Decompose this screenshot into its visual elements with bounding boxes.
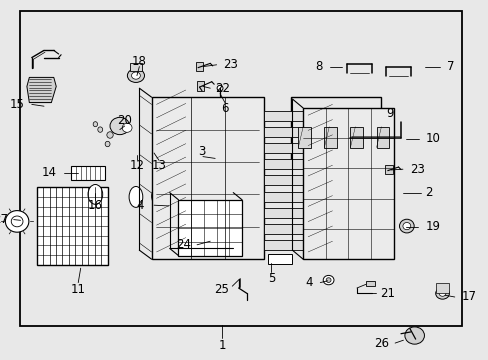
Text: 4: 4 bbox=[137, 199, 144, 212]
Text: 2: 2 bbox=[425, 186, 432, 199]
Text: 25: 25 bbox=[214, 283, 228, 296]
Text: 4: 4 bbox=[305, 276, 312, 289]
Bar bbox=[178, 200, 242, 256]
Text: 20: 20 bbox=[117, 114, 132, 127]
Ellipse shape bbox=[217, 85, 223, 91]
Ellipse shape bbox=[106, 132, 113, 138]
Bar bbox=[71, 166, 105, 180]
Bar bbox=[264, 143, 303, 153]
Text: 19: 19 bbox=[425, 220, 440, 233]
Bar bbox=[298, 127, 310, 148]
Bar bbox=[264, 192, 303, 202]
Text: 23: 23 bbox=[223, 58, 238, 71]
Bar bbox=[264, 175, 303, 185]
Bar bbox=[20, 11, 461, 326]
Ellipse shape bbox=[399, 219, 413, 233]
Text: 14: 14 bbox=[41, 166, 56, 179]
Text: 23: 23 bbox=[409, 163, 424, 176]
Bar bbox=[365, 281, 374, 286]
Bar bbox=[151, 97, 264, 259]
Ellipse shape bbox=[131, 72, 140, 79]
Text: 8: 8 bbox=[315, 60, 322, 73]
Ellipse shape bbox=[402, 222, 410, 230]
Text: 22: 22 bbox=[215, 82, 230, 95]
Ellipse shape bbox=[323, 275, 333, 285]
Ellipse shape bbox=[11, 216, 23, 227]
Text: 6: 6 bbox=[221, 102, 228, 114]
Ellipse shape bbox=[88, 184, 102, 204]
Bar bbox=[267, 254, 292, 264]
Bar bbox=[264, 224, 303, 234]
Text: 12: 12 bbox=[129, 159, 144, 172]
Text: 7: 7 bbox=[447, 60, 454, 73]
Text: 5: 5 bbox=[267, 273, 275, 285]
Text: 15: 15 bbox=[10, 98, 24, 111]
Text: 13: 13 bbox=[151, 159, 166, 172]
Ellipse shape bbox=[325, 278, 330, 282]
Text: 10: 10 bbox=[425, 132, 439, 145]
Bar bbox=[195, 62, 203, 71]
Text: 9: 9 bbox=[386, 107, 393, 120]
Bar bbox=[264, 159, 303, 169]
Text: 11: 11 bbox=[71, 283, 85, 296]
Polygon shape bbox=[27, 77, 56, 103]
Ellipse shape bbox=[151, 189, 159, 203]
Ellipse shape bbox=[404, 327, 424, 344]
Ellipse shape bbox=[110, 117, 129, 135]
Ellipse shape bbox=[93, 122, 98, 127]
Ellipse shape bbox=[163, 200, 174, 209]
Bar bbox=[264, 111, 303, 121]
Text: 27: 27 bbox=[0, 213, 8, 226]
Ellipse shape bbox=[98, 127, 102, 132]
Ellipse shape bbox=[105, 141, 110, 147]
Bar bbox=[264, 127, 303, 137]
Text: 18: 18 bbox=[132, 55, 146, 68]
Bar bbox=[129, 63, 142, 71]
Text: 26: 26 bbox=[373, 337, 388, 350]
Bar bbox=[37, 187, 107, 265]
Text: 21: 21 bbox=[380, 287, 395, 300]
Text: 24: 24 bbox=[175, 238, 190, 251]
Ellipse shape bbox=[5, 211, 29, 232]
Bar bbox=[264, 208, 303, 218]
Text: 17: 17 bbox=[461, 291, 476, 303]
Bar bbox=[264, 240, 303, 250]
Ellipse shape bbox=[122, 123, 132, 132]
Bar bbox=[350, 127, 362, 148]
Bar bbox=[376, 127, 388, 148]
Text: 3: 3 bbox=[198, 145, 205, 158]
Bar bbox=[303, 108, 393, 259]
Bar bbox=[435, 283, 448, 293]
Bar bbox=[197, 81, 204, 91]
Ellipse shape bbox=[438, 291, 445, 296]
Ellipse shape bbox=[129, 186, 142, 207]
Text: 1: 1 bbox=[218, 339, 226, 352]
Bar bbox=[290, 97, 381, 160]
Ellipse shape bbox=[435, 288, 448, 299]
Bar bbox=[385, 165, 392, 174]
Ellipse shape bbox=[127, 69, 144, 82]
Text: 16: 16 bbox=[88, 199, 102, 212]
Bar bbox=[324, 127, 336, 148]
Ellipse shape bbox=[166, 202, 171, 207]
